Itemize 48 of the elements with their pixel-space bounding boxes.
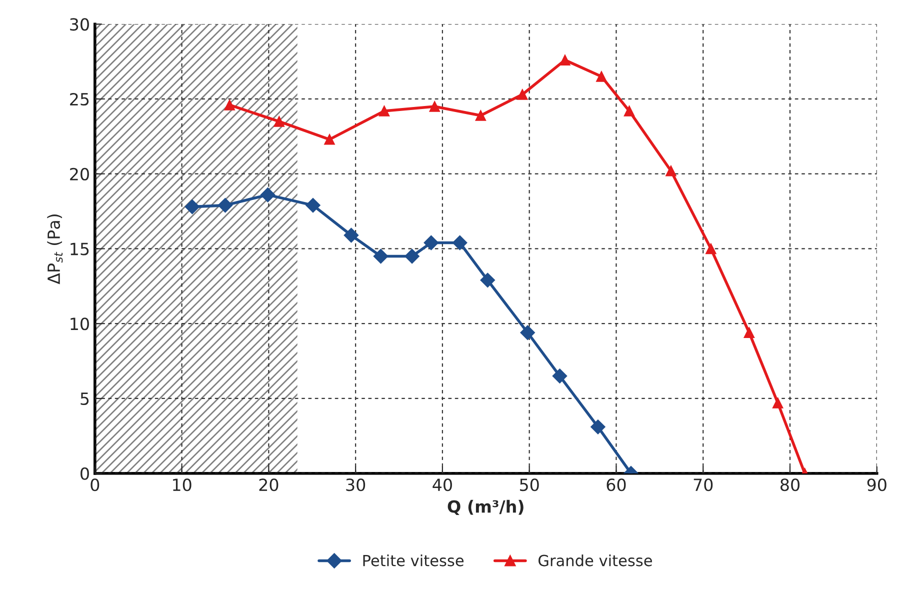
x-tick-label: 70 bbox=[694, 478, 713, 492]
legend-label: Grande vitesse bbox=[538, 554, 652, 566]
x-tick-label: 0 bbox=[90, 478, 100, 492]
x-axis-title: Q (m³/h) bbox=[448, 500, 524, 515]
point bbox=[517, 89, 528, 100]
point bbox=[274, 116, 284, 127]
y-axis-title: ΔP$_{st}$ (Pa) bbox=[47, 214, 63, 284]
y-tick-label: 0 bbox=[80, 467, 89, 480]
y-tick-label: 20 bbox=[70, 168, 89, 180]
point bbox=[706, 243, 716, 254]
x-tick-label: 80 bbox=[780, 478, 800, 492]
point bbox=[666, 165, 676, 176]
x-tick-label: 50 bbox=[520, 478, 539, 492]
point bbox=[624, 106, 635, 116]
point bbox=[373, 248, 388, 264]
point bbox=[378, 106, 390, 116]
point bbox=[324, 134, 335, 145]
y-tick-label: 15 bbox=[70, 242, 89, 256]
x-tick-label: 30 bbox=[346, 478, 366, 492]
point bbox=[520, 325, 535, 340]
x-tick-label: 40 bbox=[432, 478, 452, 492]
point bbox=[424, 235, 439, 250]
point bbox=[552, 368, 568, 384]
point bbox=[772, 398, 784, 408]
point bbox=[452, 235, 468, 250]
point bbox=[560, 54, 570, 66]
point bbox=[596, 71, 607, 82]
point bbox=[590, 420, 606, 434]
x-tick-label: 10 bbox=[173, 478, 192, 492]
point bbox=[224, 100, 235, 110]
point bbox=[475, 110, 486, 121]
x-tick-label: 20 bbox=[259, 478, 278, 492]
point bbox=[404, 248, 420, 264]
point bbox=[480, 272, 496, 288]
x-tick-label: 60 bbox=[606, 478, 626, 492]
point bbox=[218, 198, 233, 213]
legend-label: Petite vitesse bbox=[363, 554, 464, 566]
y-tick-label: 30 bbox=[70, 18, 89, 31]
x-tick-label: 90 bbox=[867, 478, 886, 492]
point bbox=[744, 327, 755, 338]
point bbox=[306, 198, 320, 213]
y-tick-label: 5 bbox=[80, 392, 89, 406]
y-tick-label: 10 bbox=[70, 318, 89, 330]
point bbox=[184, 199, 200, 214]
point bbox=[429, 101, 440, 112]
point bbox=[344, 228, 359, 243]
point bbox=[260, 187, 276, 202]
y-tick-label: 25 bbox=[70, 92, 89, 106]
